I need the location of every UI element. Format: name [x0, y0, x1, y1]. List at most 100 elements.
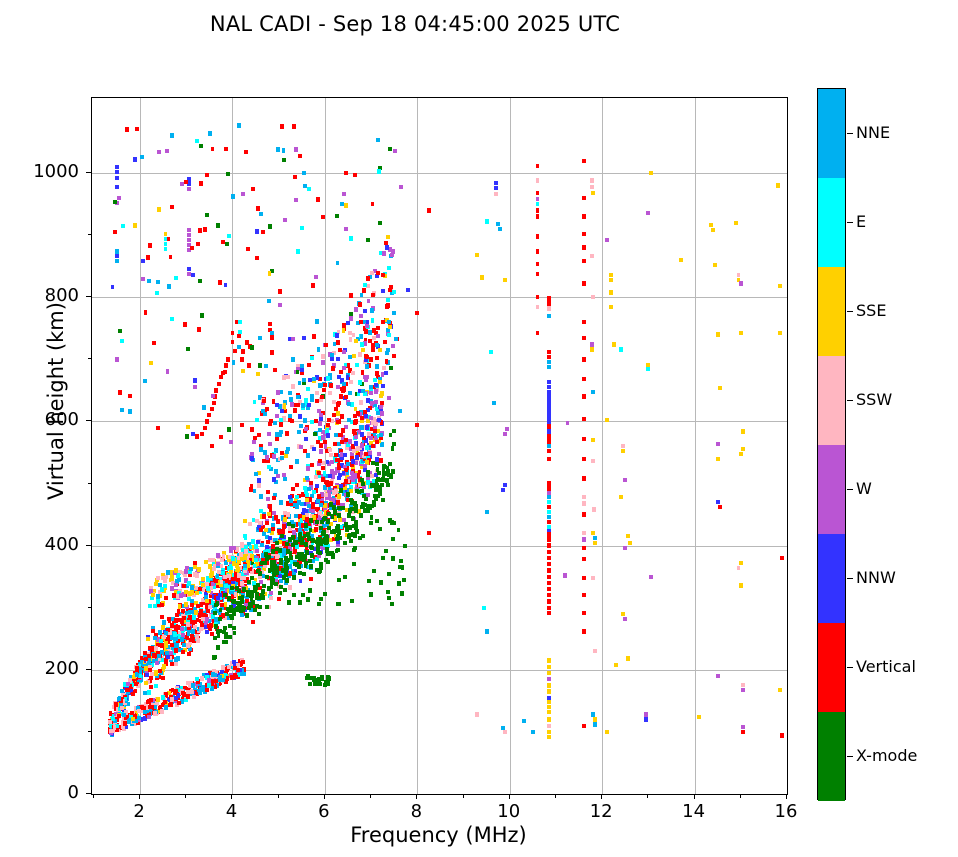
data-point — [535, 234, 540, 239]
data-point — [293, 403, 298, 408]
data-point — [337, 494, 342, 499]
data-point — [295, 494, 299, 500]
data-point — [282, 408, 287, 414]
colorbar-tick — [847, 310, 853, 312]
data-point — [154, 646, 159, 651]
data-point — [298, 414, 302, 419]
data-point — [241, 587, 246, 592]
data-point — [328, 375, 333, 381]
data-point — [191, 431, 196, 437]
data-point — [305, 550, 309, 555]
data-point — [353, 501, 358, 506]
data-point — [279, 560, 284, 566]
data-point — [396, 527, 401, 533]
data-point — [337, 513, 342, 519]
data-point — [146, 636, 151, 641]
data-point — [547, 500, 551, 505]
data-point — [268, 536, 272, 541]
data-point — [130, 691, 135, 696]
data-point — [145, 708, 150, 713]
data-point — [384, 359, 389, 364]
data-point — [372, 268, 377, 273]
data-point — [379, 407, 383, 412]
data-point — [274, 540, 279, 546]
data-point — [183, 613, 188, 618]
data-point — [376, 333, 381, 338]
data-point — [368, 592, 373, 597]
data-point — [299, 367, 304, 372]
data-point — [161, 675, 165, 680]
data-point — [231, 561, 236, 566]
data-point — [386, 347, 391, 353]
data-point — [372, 402, 377, 407]
data-point — [284, 514, 289, 519]
data-point — [385, 304, 390, 309]
data-point — [311, 508, 316, 513]
data-point — [114, 169, 119, 175]
data-point — [286, 512, 290, 517]
data-point — [322, 440, 327, 445]
data-point — [274, 515, 279, 521]
data-point — [381, 468, 386, 473]
data-point — [216, 569, 221, 575]
data-point — [260, 229, 265, 235]
data-point — [263, 549, 267, 554]
data-point — [258, 395, 263, 400]
data-point — [316, 544, 321, 549]
data-point — [393, 148, 398, 153]
data-point — [302, 171, 307, 176]
data-point — [581, 195, 586, 201]
data-point — [361, 493, 366, 499]
data-point — [581, 436, 586, 442]
data-point — [208, 604, 212, 609]
data-point — [169, 635, 174, 640]
data-point — [146, 690, 151, 695]
data-point — [255, 417, 260, 423]
data-point — [297, 153, 302, 159]
data-point — [480, 275, 484, 280]
data-point — [143, 310, 148, 315]
data-point — [125, 127, 130, 132]
data-point — [270, 560, 274, 565]
data-point — [309, 507, 313, 513]
data-point — [232, 676, 237, 681]
data-point — [151, 340, 156, 345]
data-point — [187, 683, 192, 688]
data-point — [521, 718, 526, 723]
data-point — [268, 509, 273, 514]
data-point — [174, 629, 179, 634]
data-point — [205, 578, 210, 583]
data-point — [346, 497, 351, 502]
data-point — [308, 545, 313, 550]
data-point — [290, 535, 295, 540]
data-point — [148, 675, 153, 681]
data-point — [308, 681, 313, 686]
data-point — [185, 347, 190, 352]
data-point — [292, 592, 296, 597]
data-point — [167, 702, 172, 707]
data-point — [279, 584, 284, 589]
data-point — [318, 436, 323, 441]
data-point — [232, 625, 237, 630]
data-point — [367, 578, 372, 584]
data-point — [330, 366, 335, 371]
data-point — [354, 338, 359, 344]
data-point — [547, 683, 551, 688]
data-point — [281, 552, 286, 558]
data-point — [317, 494, 322, 499]
data-point — [359, 453, 364, 459]
data-point — [387, 461, 392, 466]
data-point — [284, 453, 289, 458]
data-point — [349, 504, 354, 509]
data-point — [609, 290, 614, 295]
colorbar-tick — [847, 399, 853, 401]
data-point — [367, 330, 372, 335]
data-point — [387, 324, 392, 330]
data-point — [547, 434, 551, 439]
data-point — [205, 687, 210, 693]
data-point — [156, 425, 161, 431]
data-point — [225, 554, 230, 560]
data-point — [180, 619, 185, 625]
data-point — [226, 566, 231, 571]
data-point — [484, 219, 489, 224]
